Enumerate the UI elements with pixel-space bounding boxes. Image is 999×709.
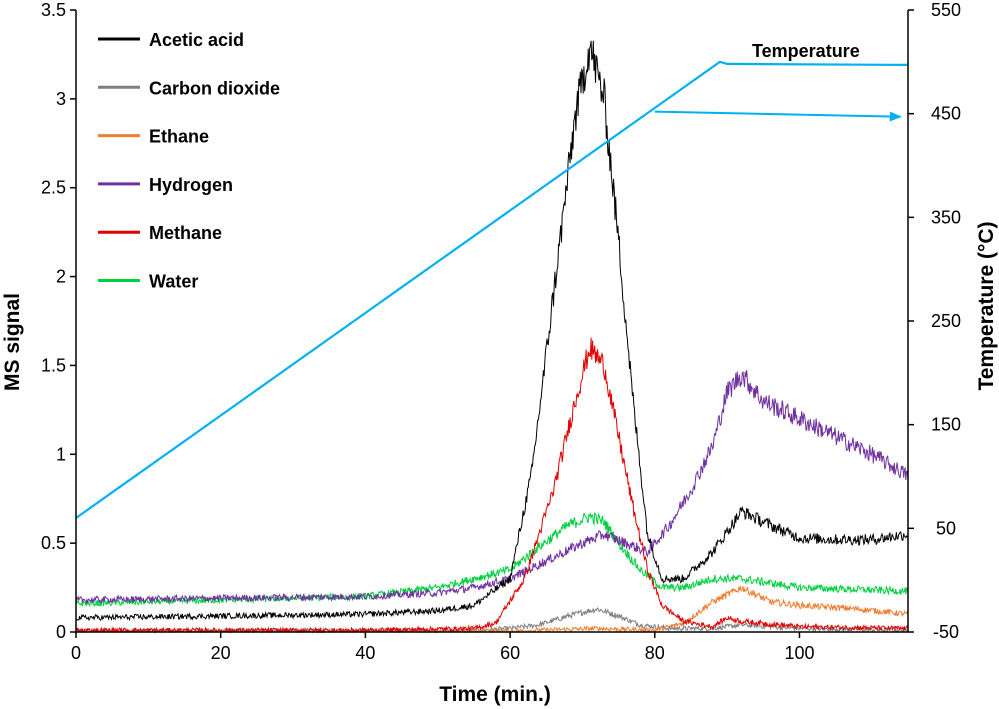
legend-label: Methane <box>149 223 222 243</box>
temperature-annotation: Temperature <box>752 41 860 61</box>
legend-label: Carbon dioxide <box>149 78 280 98</box>
series-line-carbon-dioxide <box>75 607 908 634</box>
y2-tick-label: 550 <box>931 0 961 20</box>
y2-tick-label: 350 <box>931 207 961 227</box>
legend-label: Water <box>149 272 198 292</box>
series-line-methane <box>75 337 909 634</box>
x-tick-label: 20 <box>211 643 231 663</box>
y-tick-label: 2.5 <box>41 178 66 198</box>
x-tick-label: 0 <box>71 643 81 663</box>
y2-axis-title: Temperature (°C) <box>975 221 998 390</box>
series-line-water <box>75 511 909 608</box>
series-line-temperature <box>75 60 909 519</box>
x-axis-title: Time (min.) <box>439 683 551 706</box>
legend-label: Acetic acid <box>149 30 244 50</box>
legend: Acetic acid Carbon dioxide Ethane Hydrogen M… <box>98 30 280 292</box>
y-tick-label: 1 <box>56 444 66 464</box>
y2-tick-label: 250 <box>931 311 961 331</box>
x-tick-label: 60 <box>500 643 520 663</box>
y2-tick-label: -50 <box>933 622 959 642</box>
temperature-arrow <box>654 110 902 122</box>
y-tick-label: 0 <box>56 622 66 642</box>
y-tick-label: 1.5 <box>41 355 66 375</box>
x-tick-label: 80 <box>645 643 665 663</box>
annotation-layer: Temperature <box>654 41 902 122</box>
series-layer <box>75 40 909 634</box>
legend-label: Ethane <box>149 127 209 147</box>
series-line-hydrogen <box>75 370 909 605</box>
legend-label: Hydrogen <box>149 175 233 195</box>
axes-layer <box>75 10 909 633</box>
y-tick-label: 3 <box>56 89 66 109</box>
x-tick-label: 40 <box>355 643 375 663</box>
y-tick-label: 3.5 <box>41 0 66 20</box>
y-tick-label: 0.5 <box>41 533 66 553</box>
y2-tick-label: 50 <box>936 518 956 538</box>
y2-tick-label: 150 <box>931 415 961 435</box>
y2-tick-label: 450 <box>931 104 961 124</box>
y-axis-title: MS signal <box>1 293 24 391</box>
ticks-layer: 0 20 40 60 80 100 0 0.5 1 1.5 2 2.5 3 3.5 -50 50 150 250 3… <box>41 0 961 663</box>
y-tick-label: 2 <box>56 267 66 287</box>
series-line-acetic-acid <box>75 40 909 622</box>
x-tick-label: 100 <box>784 643 814 663</box>
